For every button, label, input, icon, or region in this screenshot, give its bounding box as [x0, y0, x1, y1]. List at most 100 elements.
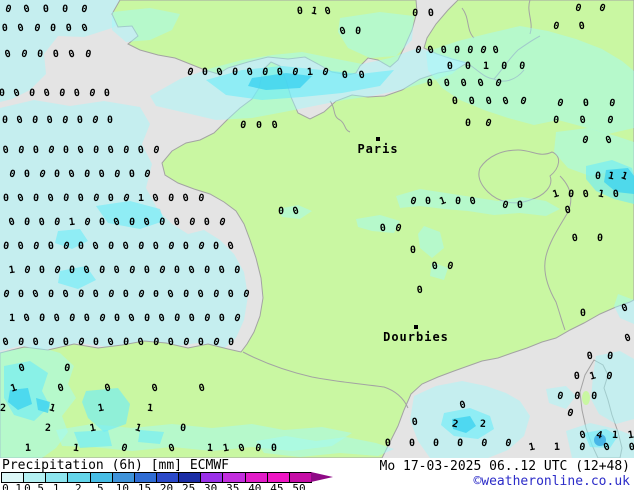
colorbar-tick-label: 15	[137, 482, 152, 490]
precip-value: 0	[245, 66, 255, 79]
precip-value: 0	[32, 144, 40, 157]
precip-value: 0	[578, 441, 587, 454]
precip-value: 0	[187, 264, 197, 277]
precip-value: 0	[232, 312, 242, 325]
precip-value: 0	[480, 437, 489, 450]
precip-value: 0	[127, 312, 137, 325]
precip-value: 0	[91, 240, 101, 253]
copyright-link[interactable]: ©weatheronline.co.uk	[473, 474, 630, 489]
precip-value: 0	[82, 216, 92, 229]
precip-value: 0	[38, 264, 46, 277]
precip-value: 0	[92, 144, 100, 157]
precip-value: 0	[432, 437, 440, 450]
precip-value: 0	[62, 144, 70, 157]
precip-value: 0	[113, 168, 122, 181]
precip-value: 0	[605, 114, 615, 127]
colorbar-segment	[46, 473, 69, 482]
precip-value: 0	[459, 77, 469, 90]
precip-value: 0	[211, 336, 221, 349]
colorbar-tick-label: 45	[270, 482, 284, 490]
precip-value: 0	[121, 192, 131, 205]
precip-value: 0	[106, 288, 116, 301]
precip-value: 0	[254, 442, 263, 455]
colorbar-tick-label: 0.5	[24, 482, 45, 490]
colorbar-tick-label: 1	[52, 482, 60, 490]
precip-value: 0	[49, 22, 57, 35]
precip-value: 0	[106, 144, 116, 157]
precip-spot-spain-south-2	[138, 430, 164, 444]
precip-value: 0	[92, 288, 100, 301]
precip-value: 0	[408, 195, 418, 208]
precip-value: 1	[310, 5, 319, 18]
colorbar-segment	[2, 473, 25, 482]
precip-value: 0	[458, 399, 468, 412]
precip-value: 0	[107, 240, 115, 253]
precip-value: 0	[112, 264, 121, 277]
precip-value: 0	[620, 302, 630, 315]
precip-value: 0	[277, 205, 285, 218]
precip-value: 0	[426, 77, 434, 90]
precip-patch-centre	[356, 215, 400, 233]
precip-value: 0	[320, 66, 330, 79]
precip-value: 0	[552, 114, 560, 127]
precip-value: 1	[133, 422, 143, 435]
precip-value: 0	[84, 48, 93, 61]
city-dot-icon	[376, 137, 380, 141]
precip-value: 0	[179, 422, 187, 435]
precip-value: 1	[9, 382, 19, 395]
precip-value: 0	[578, 20, 586, 33]
precip-value: 0	[578, 114, 587, 127]
precip-value: 0	[323, 5, 333, 18]
precip-value: 0	[237, 442, 247, 455]
precip-value: 0	[52, 312, 62, 325]
precip-value: 0	[17, 336, 25, 349]
precip-value: 0	[408, 437, 416, 450]
precip-value: 0	[65, 22, 73, 35]
precip-value: 1	[8, 312, 16, 325]
precip-value: 0	[143, 312, 151, 325]
precip-value: 0	[17, 362, 27, 375]
colorbar-tick-label: 5	[97, 482, 104, 490]
precip-value: 0	[150, 382, 160, 395]
precip-value: 0	[197, 382, 207, 395]
precip-value: 0	[201, 66, 209, 79]
precip-value: 0	[106, 114, 114, 127]
precip-value: 0	[112, 216, 122, 229]
precip-value: 0	[22, 3, 32, 16]
precip-value: 0	[581, 188, 591, 201]
precip-value: 0	[137, 240, 145, 253]
precip-value: 0	[454, 195, 462, 208]
precip-value: 0	[215, 66, 225, 79]
precip-value: 0	[1, 22, 9, 35]
precip-value: 0	[53, 168, 61, 181]
precip-value: 0	[231, 66, 239, 79]
colorbar-segment	[245, 473, 268, 482]
precip-value: 0	[80, 22, 90, 35]
precip-value: 1	[553, 441, 561, 454]
precip-value: 0	[2, 192, 10, 205]
precip-value: 0	[270, 119, 279, 132]
precip-value: 0	[468, 195, 478, 208]
precip-area-gulf-heavy	[452, 416, 476, 433]
city-label: Paris	[357, 142, 399, 156]
river-seine	[329, 100, 351, 133]
precip-value: 0	[32, 192, 40, 205]
precip-value: 0	[500, 60, 508, 73]
precip-value: 0	[466, 44, 475, 57]
precip-value: 0	[76, 336, 86, 349]
precip-value: 0	[580, 134, 590, 147]
precip-value: 1	[482, 60, 490, 73]
precip-value: 0	[445, 260, 455, 273]
precip-value: 0	[62, 192, 70, 205]
colorbar-segment	[201, 473, 224, 482]
precip-value: 0	[97, 168, 106, 181]
legend-strip: Precipitation (6h) [mm] ECMWF 0.1 0.5 1 2 5 1…	[0, 458, 634, 490]
precip-value: 0	[22, 312, 32, 325]
precip-value: 0	[53, 216, 62, 229]
precip-value: 0	[484, 95, 494, 108]
precip-value: 0	[67, 168, 77, 181]
precip-patch-spain-inland	[82, 388, 130, 432]
colorbar-segment	[24, 473, 47, 482]
precip-value: 1	[222, 442, 230, 455]
precip-value: 0	[16, 192, 26, 205]
